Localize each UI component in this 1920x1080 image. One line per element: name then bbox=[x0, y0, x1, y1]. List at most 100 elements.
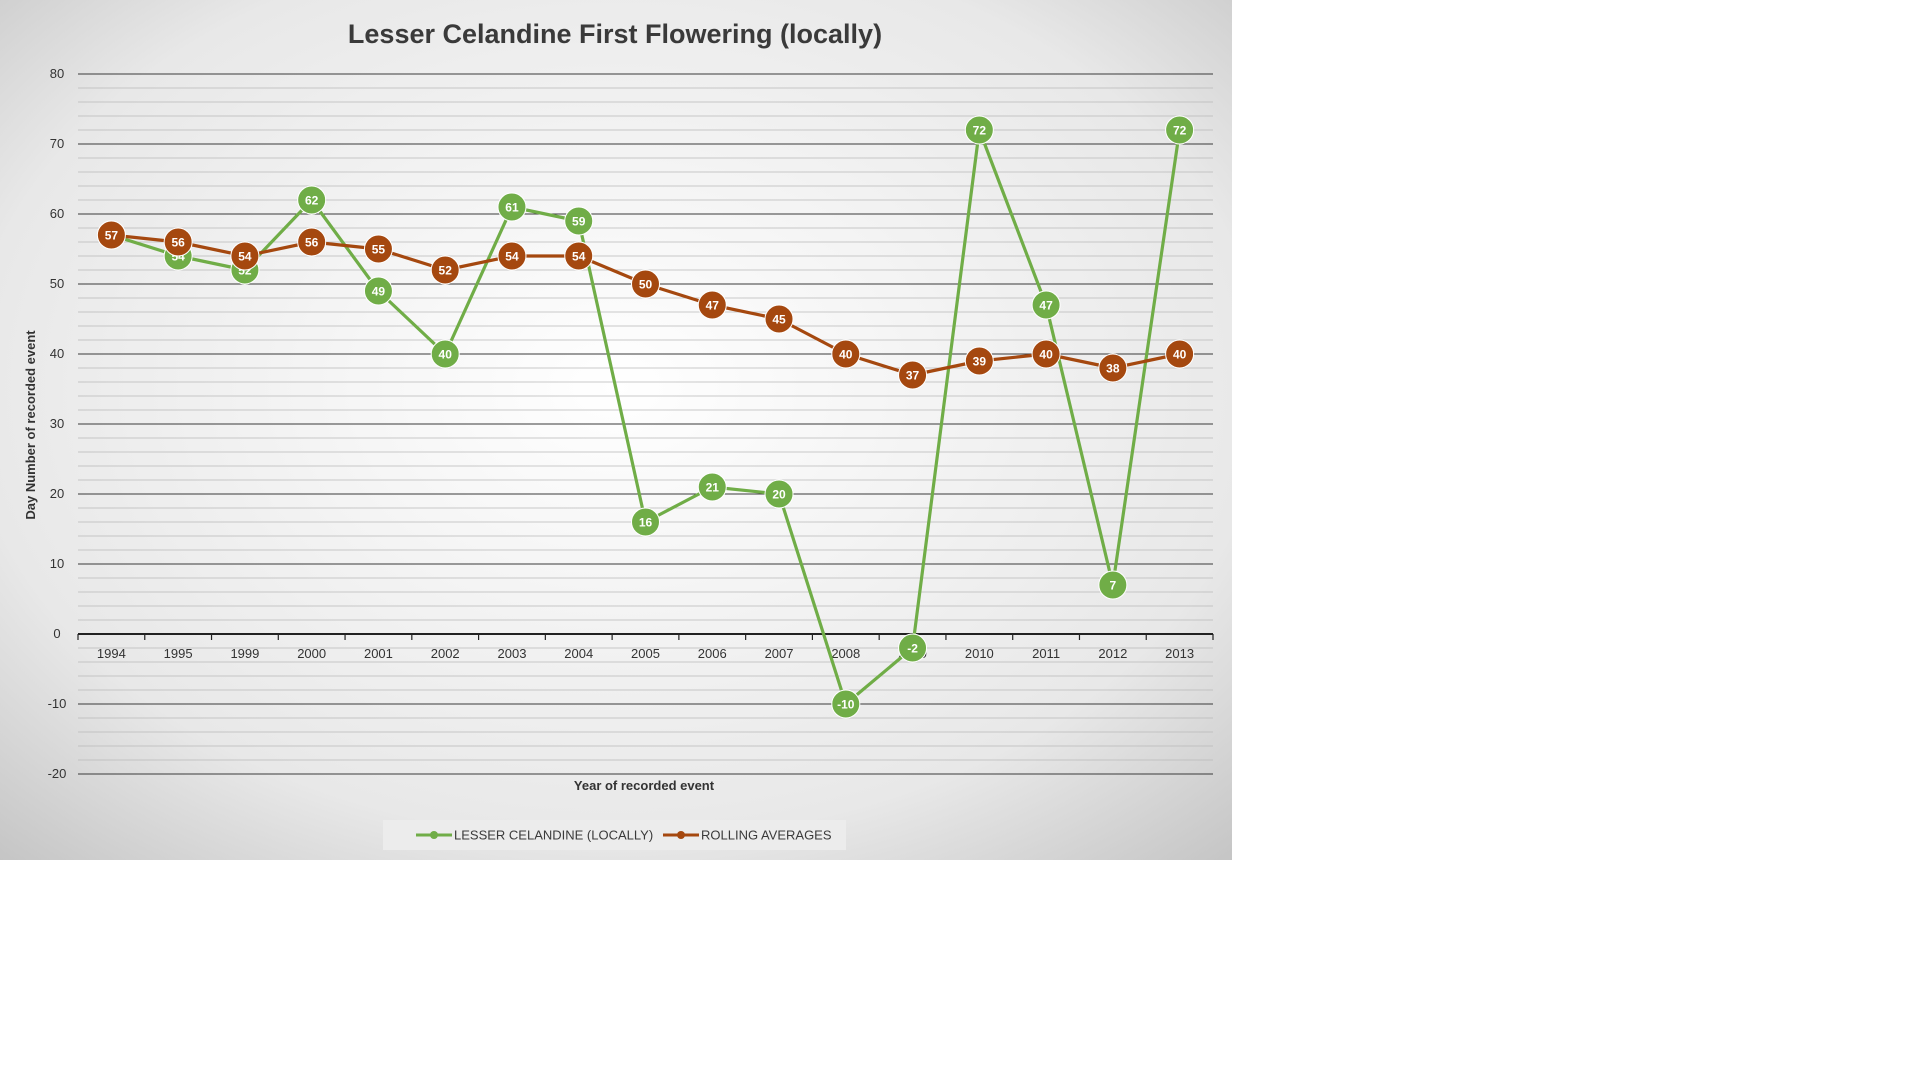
data-point bbox=[1098, 570, 1128, 600]
x-tick-label: 2013 bbox=[1165, 646, 1194, 661]
data-label: 7 bbox=[1110, 579, 1117, 593]
data-point bbox=[564, 241, 594, 271]
x-tick-label: 1995 bbox=[164, 646, 193, 661]
chart-title: Lesser Celandine First Flowering (locall… bbox=[348, 19, 882, 49]
data-point bbox=[363, 234, 393, 264]
data-point bbox=[831, 689, 861, 719]
x-tick-label: 1999 bbox=[230, 646, 259, 661]
x-tick-label: 2001 bbox=[364, 646, 393, 661]
data-label: -10 bbox=[837, 698, 855, 712]
data-point bbox=[430, 255, 460, 285]
data-point bbox=[631, 507, 660, 537]
data-label: 16 bbox=[639, 516, 653, 530]
data-point bbox=[898, 633, 928, 663]
data-label: 49 bbox=[372, 285, 386, 299]
data-label: 56 bbox=[171, 236, 185, 250]
data-point bbox=[831, 339, 861, 369]
data-point bbox=[1165, 339, 1195, 369]
data-label: 40 bbox=[1173, 348, 1187, 362]
data-label: 45 bbox=[772, 313, 786, 327]
y-tick-label: -10 bbox=[48, 696, 67, 711]
x-tick-label: 2002 bbox=[431, 646, 460, 661]
x-tick-label: 2011 bbox=[1032, 646, 1060, 661]
data-point bbox=[297, 227, 327, 257]
data-label: 54 bbox=[238, 250, 252, 264]
x-tick-label: 2008 bbox=[831, 646, 860, 661]
data-point bbox=[363, 276, 393, 306]
data-point bbox=[297, 185, 327, 215]
gridlines bbox=[78, 73, 1213, 775]
y-tick-label: 80 bbox=[50, 66, 64, 81]
x-tick-label: 2003 bbox=[498, 646, 527, 661]
x-tick-label: 2007 bbox=[765, 646, 794, 661]
y-tick-label: 30 bbox=[50, 416, 64, 431]
data-label: 37 bbox=[906, 369, 920, 383]
data-label: 72 bbox=[1173, 124, 1187, 138]
x-tick-label: 2005 bbox=[631, 646, 660, 661]
data-point bbox=[564, 206, 594, 236]
x-tick-label: 1994 bbox=[97, 646, 126, 661]
legend-marker bbox=[430, 831, 438, 839]
data-label: 39 bbox=[973, 355, 987, 369]
data-label: 61 bbox=[505, 201, 519, 215]
data-label: 57 bbox=[105, 229, 119, 243]
data-label: 50 bbox=[639, 278, 653, 292]
data-label: 20 bbox=[772, 488, 786, 502]
y-tick-label: 40 bbox=[50, 346, 64, 361]
x-tick-label: 2000 bbox=[297, 646, 326, 661]
data-label: 62 bbox=[305, 194, 319, 208]
axes: -20 -10 0 10 20 30 40 50 60 70 80 1994 1995 1999 2000 2… bbox=[48, 66, 1214, 781]
data-point bbox=[1165, 115, 1195, 145]
y-tick-label: 10 bbox=[50, 556, 64, 571]
data-label: 52 bbox=[439, 264, 453, 278]
y-tick-label: 70 bbox=[50, 136, 64, 151]
data-label: 72 bbox=[973, 124, 987, 138]
data-point bbox=[1031, 339, 1061, 369]
y-tick-label: 20 bbox=[50, 486, 64, 501]
data-point bbox=[764, 479, 794, 509]
data-label: 40 bbox=[439, 348, 453, 362]
legend-box bbox=[383, 820, 846, 850]
data-point bbox=[631, 269, 660, 299]
data-label: 40 bbox=[839, 348, 853, 362]
data-point bbox=[230, 241, 260, 271]
data-point bbox=[964, 115, 994, 145]
y-tick-label: 0 bbox=[53, 626, 60, 641]
data-label: 54 bbox=[505, 250, 519, 264]
data-point bbox=[96, 220, 126, 250]
y-tick-label: 60 bbox=[50, 206, 64, 221]
x-tick-label: 2004 bbox=[564, 646, 593, 661]
data-label: 59 bbox=[572, 215, 586, 229]
y-axis-title: Day Number of recorded event bbox=[23, 330, 38, 520]
data-point bbox=[898, 360, 928, 390]
series-rolling-averages: 57 56 54 56 55 52 54 54 50 47 45 40 37 39 40 38 40 bbox=[96, 220, 1195, 390]
y-tick-label: -20 bbox=[48, 766, 67, 781]
data-label: -2 bbox=[907, 642, 918, 656]
y-tick-label: 50 bbox=[50, 276, 64, 291]
data-point bbox=[964, 346, 994, 376]
series: 57 54 52 62 49 40 61 59 16 21 20 -10 -2 72 47 7 72 57 56 54… bbox=[96, 115, 1195, 719]
data-label: 54 bbox=[572, 250, 586, 264]
data-point bbox=[764, 304, 794, 334]
data-label: 55 bbox=[372, 243, 386, 257]
data-label: 47 bbox=[706, 299, 720, 313]
legend: LESSER CELANDINE (LOCALLY) ROLLING AVERAG… bbox=[383, 820, 846, 850]
x-axis-title: Year of recorded event bbox=[574, 778, 715, 793]
legend-marker bbox=[677, 831, 685, 839]
data-label: 40 bbox=[1039, 348, 1053, 362]
data-point bbox=[697, 290, 727, 320]
legend-label: ROLLING AVERAGES bbox=[701, 828, 832, 843]
data-point bbox=[497, 192, 527, 222]
data-point bbox=[697, 472, 727, 502]
x-tick-label: 2012 bbox=[1098, 646, 1127, 661]
data-label: 21 bbox=[706, 481, 720, 495]
data-label: 38 bbox=[1106, 362, 1120, 376]
data-point bbox=[1098, 353, 1128, 383]
data-point bbox=[1031, 290, 1061, 320]
data-point bbox=[430, 339, 460, 369]
data-label: 56 bbox=[305, 236, 319, 250]
data-point bbox=[163, 227, 193, 257]
data-point bbox=[497, 241, 527, 271]
chart-background bbox=[0, 0, 1232, 860]
